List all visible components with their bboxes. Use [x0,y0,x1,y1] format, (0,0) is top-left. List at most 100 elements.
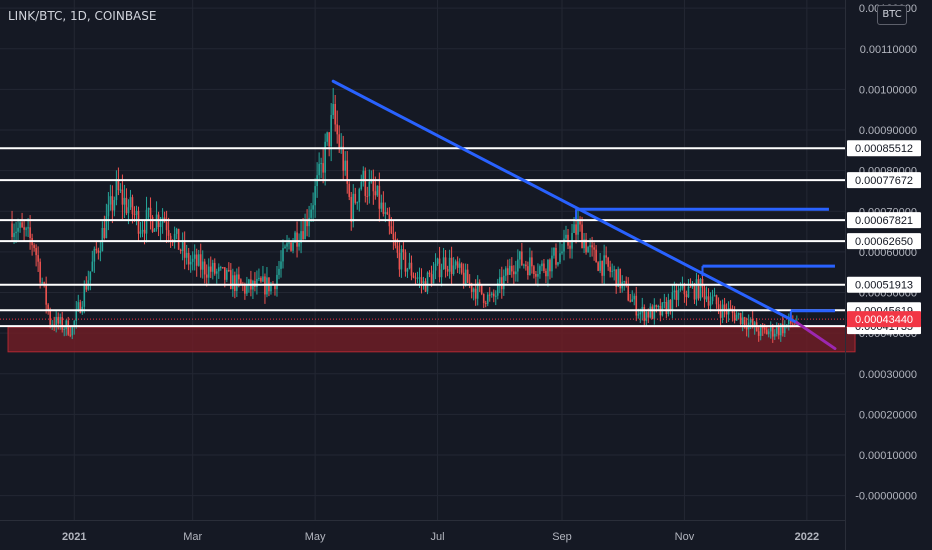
candle-body [418,277,421,279]
level-price-label: 0.00051913 [855,280,913,292]
candle-body [723,304,726,310]
candle-body [19,222,21,228]
candle-body [555,247,557,265]
candle-body [533,266,535,275]
candle-body [63,328,66,330]
candle-body [69,334,72,336]
candle-body [103,227,106,238]
candle-body [155,214,158,230]
candle-body [398,252,401,270]
candle-body [306,219,308,227]
candle-body [781,323,784,334]
candle-body [240,279,242,285]
candle-body [185,252,188,258]
candle-body [404,252,407,272]
candle-body [145,209,148,234]
candle-body [187,252,190,265]
candle-body [105,216,108,238]
candle-body [597,262,599,271]
candle-body [312,205,314,210]
candle-body [468,282,471,284]
candle-body [767,331,770,335]
candle-body [553,247,555,256]
candle-body [569,245,571,249]
candle-body [165,221,168,231]
candle-body [502,275,505,290]
candle-body [43,282,45,284]
candle-body [175,228,178,234]
candle-body [125,197,128,214]
candle-body [792,323,794,325]
candle-body [583,239,585,249]
candle-body [99,251,102,253]
candle-body [657,305,660,307]
candle-body [663,302,666,304]
candle-body [159,223,162,228]
candle-body [278,268,280,275]
candle-body [396,245,399,253]
candle-body [320,163,322,165]
candle-body [346,160,349,184]
currency-button[interactable]: BTC [877,5,907,25]
candle-body [133,214,136,216]
candle-body [589,245,591,248]
candle-body [221,267,224,269]
candle-body [424,281,427,292]
candle-body [47,304,49,312]
candle-body [197,254,200,266]
candle-body [37,255,39,262]
candle-body [25,228,27,230]
candle-body [689,286,692,288]
candle-body [677,289,680,300]
candle-body [753,322,756,327]
candle-body [543,263,545,271]
candle-body [547,259,549,277]
candle-body [266,277,268,295]
candle-body [61,317,64,330]
candle-body [121,189,124,205]
candle-body [195,254,198,266]
candle-body [300,231,302,244]
candle-body [775,326,778,334]
candle-body [693,285,696,300]
candle-body [458,263,461,268]
candle-body [35,247,37,256]
level-price-label: 0.00077672 [855,175,913,187]
candle-body [238,274,240,280]
candle-body [304,219,306,240]
candle-body [745,325,748,330]
candle-body [537,274,539,277]
candle-body [545,270,547,277]
candle-body [549,259,551,272]
candle-body [751,318,754,327]
candle-body [71,326,74,336]
candle-body [336,124,338,135]
candle-body [117,179,120,190]
candle-body [509,265,511,275]
candle-body [539,266,541,275]
candle-body [739,313,742,325]
candle-body [743,317,746,326]
candle-body [705,296,708,300]
candle-body [490,293,493,295]
candle-body [181,242,184,251]
candle-body [91,261,94,272]
candle-body [378,185,381,209]
candle-body [334,104,336,125]
candle-body [456,261,459,268]
candle-body [83,285,86,307]
candle-body [639,312,642,315]
candle-body [79,302,82,313]
candle-body [525,264,527,267]
candle-body [581,224,583,249]
candle-body [412,275,415,278]
candle-body [444,257,447,270]
candle-body [137,210,140,234]
candle-body [408,262,411,269]
candle-body [709,301,712,306]
candle-body [308,217,310,227]
candle-body [298,243,300,247]
candle-body [173,233,176,243]
